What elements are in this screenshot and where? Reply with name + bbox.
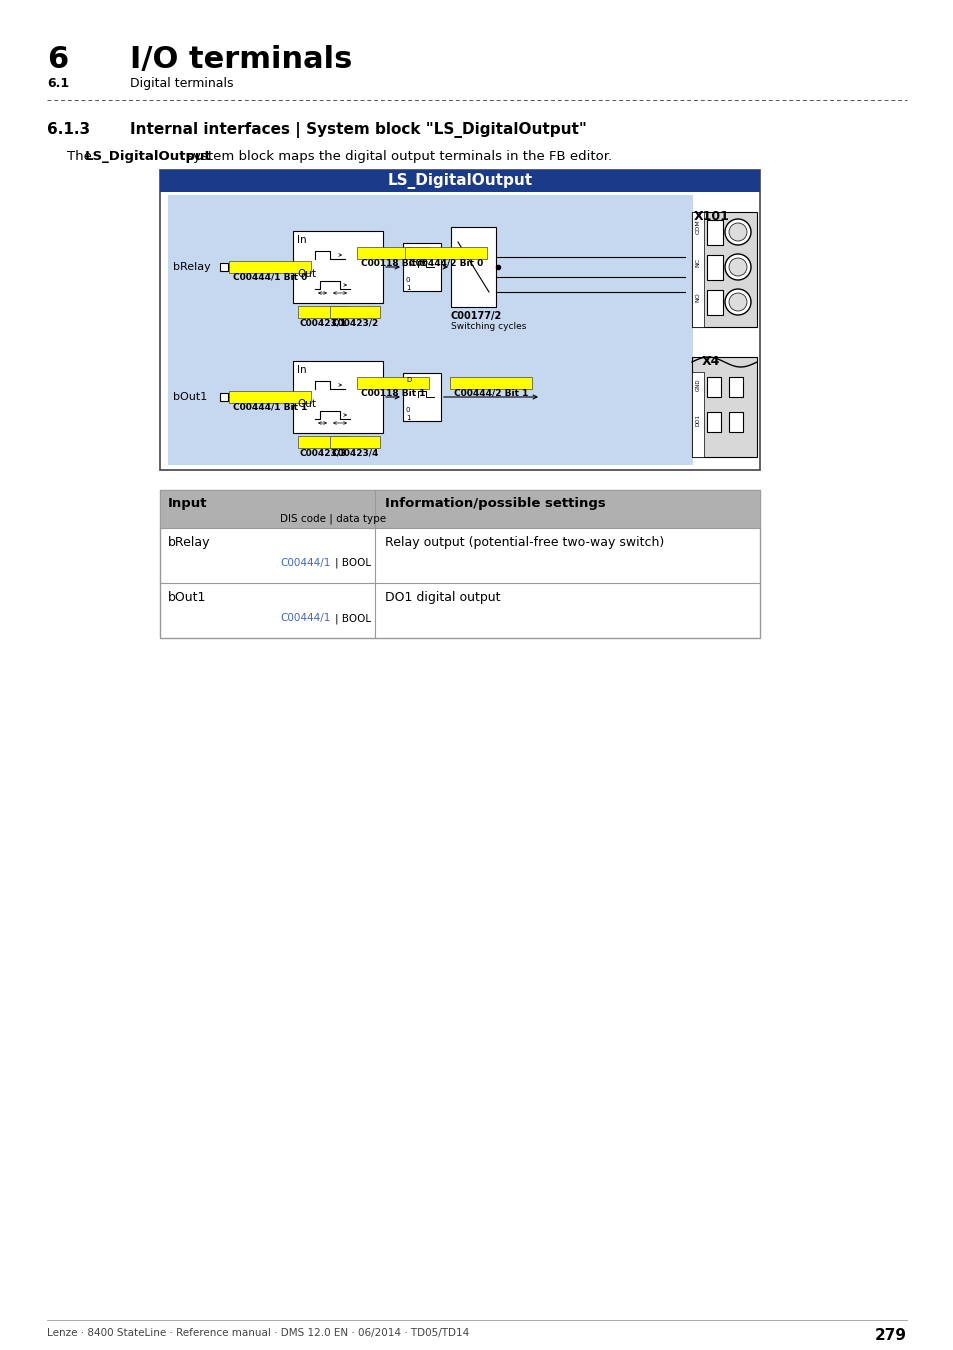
Text: NO: NO — [695, 292, 700, 302]
Text: Information/possible settings: Information/possible settings — [385, 497, 605, 510]
Text: X101: X101 — [693, 211, 729, 223]
Bar — [402, 243, 440, 292]
Text: C00444/1 Bit 0: C00444/1 Bit 0 — [233, 273, 307, 282]
Bar — [691, 356, 757, 458]
Bar — [706, 412, 720, 432]
Text: bRelay: bRelay — [168, 536, 211, 549]
Text: Relay output (potential-free two-way switch): Relay output (potential-free two-way swi… — [385, 536, 663, 549]
Circle shape — [724, 289, 750, 315]
Bar — [728, 412, 742, 432]
Bar — [330, 306, 380, 319]
Text: 6: 6 — [47, 45, 69, 74]
Text: GND: GND — [695, 379, 700, 391]
Bar — [706, 220, 722, 244]
Text: | BOOL: | BOOL — [335, 613, 371, 624]
Text: C00423/2: C00423/2 — [331, 319, 378, 327]
Bar — [160, 490, 760, 528]
Bar — [404, 247, 487, 259]
Text: C00423/3: C00423/3 — [299, 448, 346, 458]
Text: 6.1.3: 6.1.3 — [47, 122, 90, 136]
Text: 1: 1 — [406, 414, 410, 421]
Circle shape — [728, 223, 746, 242]
Bar — [160, 490, 760, 639]
Bar — [356, 247, 428, 259]
Text: COM: COM — [695, 220, 700, 235]
Text: 0: 0 — [406, 277, 410, 284]
Text: I/O terminals: I/O terminals — [130, 45, 352, 74]
Bar — [706, 255, 722, 279]
Text: X4: X4 — [701, 355, 720, 369]
Text: Internal interfaces | System block "LS_DigitalOutput": Internal interfaces | System block "LS_D… — [130, 122, 586, 138]
Bar — [691, 212, 757, 327]
Text: | BOOL: | BOOL — [335, 558, 371, 568]
Bar — [220, 263, 228, 271]
Circle shape — [724, 219, 750, 244]
Bar — [160, 170, 760, 192]
Bar — [706, 290, 722, 315]
Bar — [293, 231, 382, 302]
Text: Switching cycles: Switching cycles — [451, 323, 526, 331]
Bar — [297, 306, 348, 319]
Text: C00177/2: C00177/2 — [451, 310, 501, 321]
Text: D: D — [406, 377, 411, 383]
Text: The: The — [67, 150, 96, 163]
Text: C00444/1: C00444/1 — [280, 558, 330, 568]
Text: system block maps the digital output terminals in the FB editor.: system block maps the digital output ter… — [182, 150, 611, 163]
Text: Lenze · 8400 StateLine · Reference manual · DMS 12.0 EN · 06/2014 · TD05/TD14: Lenze · 8400 StateLine · Reference manua… — [47, 1328, 469, 1338]
Circle shape — [724, 254, 750, 279]
Text: Digital terminals: Digital terminals — [130, 77, 233, 90]
Bar — [450, 377, 532, 389]
Bar — [293, 360, 382, 433]
Bar — [691, 373, 703, 458]
Text: C00118 Bit 1: C00118 Bit 1 — [360, 389, 425, 398]
Text: C00444/2 Bit 1: C00444/2 Bit 1 — [454, 389, 528, 398]
Text: LS_DigitalOutput: LS_DigitalOutput — [387, 173, 532, 189]
Bar — [229, 261, 311, 273]
Text: C00444/2 Bit 0: C00444/2 Bit 0 — [409, 259, 482, 269]
Bar — [220, 393, 228, 401]
Bar — [356, 377, 428, 389]
Text: C00444/1: C00444/1 — [280, 613, 330, 622]
Text: C00444/1 Bit 1: C00444/1 Bit 1 — [233, 404, 307, 412]
Text: C00118 Bit 0: C00118 Bit 0 — [360, 259, 425, 269]
Bar — [229, 392, 311, 404]
Text: Out: Out — [296, 269, 315, 279]
Bar — [728, 377, 742, 397]
Text: In: In — [296, 235, 306, 244]
Text: C00423/1: C00423/1 — [299, 319, 346, 327]
Bar — [691, 212, 703, 327]
Text: bOut1: bOut1 — [168, 591, 206, 603]
Text: DO1 digital output: DO1 digital output — [385, 591, 500, 603]
Text: 6.1: 6.1 — [47, 77, 69, 90]
Text: 0: 0 — [406, 406, 410, 413]
Circle shape — [728, 258, 746, 275]
Circle shape — [728, 293, 746, 310]
Text: 1: 1 — [406, 285, 410, 292]
Text: Out: Out — [296, 400, 315, 409]
Text: NC: NC — [695, 258, 700, 266]
Text: In: In — [296, 364, 306, 375]
Text: 279: 279 — [874, 1328, 906, 1343]
Bar — [402, 373, 440, 421]
Bar — [168, 194, 692, 464]
Text: D: D — [406, 247, 411, 252]
Bar — [706, 377, 720, 397]
Text: C00423/4: C00423/4 — [331, 448, 378, 458]
Text: bOut1: bOut1 — [172, 392, 207, 402]
Bar — [330, 436, 380, 448]
Text: Input: Input — [168, 497, 208, 510]
Bar — [451, 227, 496, 306]
Text: LS_DigitalOutput: LS_DigitalOutput — [85, 150, 212, 163]
Text: DO1: DO1 — [695, 414, 700, 427]
Bar — [297, 436, 348, 448]
Text: DIS code | data type: DIS code | data type — [280, 513, 386, 524]
Text: bRelay: bRelay — [172, 262, 211, 271]
Bar — [160, 170, 760, 470]
